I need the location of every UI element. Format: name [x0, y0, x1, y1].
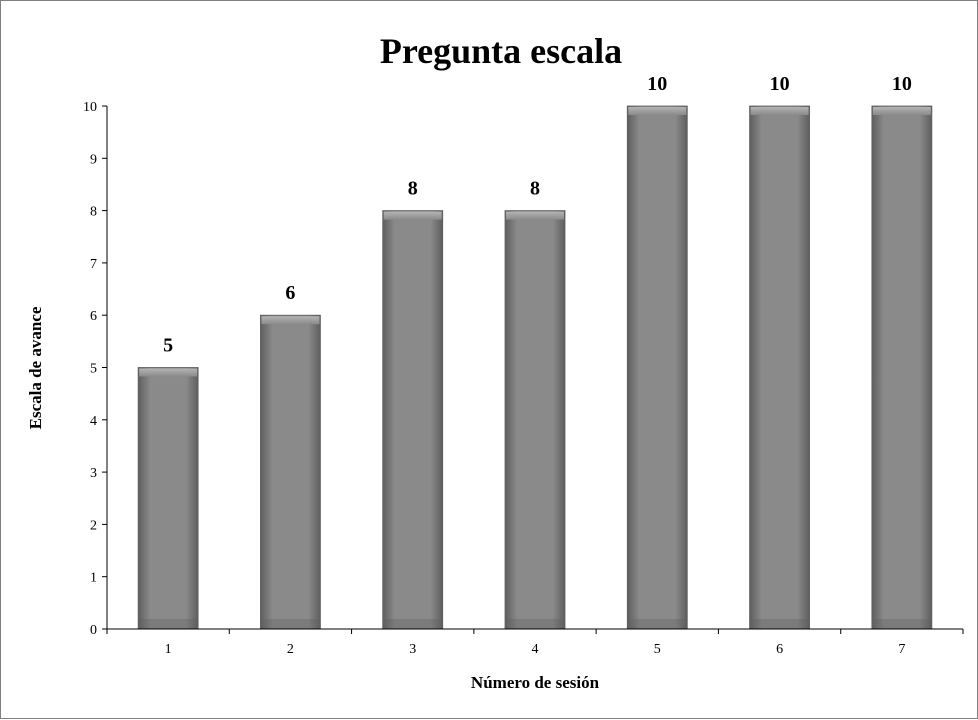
bar-base-shade	[139, 619, 198, 629]
bar-body	[504, 210, 566, 630]
bar-body	[260, 314, 321, 630]
bar-body	[382, 210, 444, 630]
data-label-1: 5	[163, 335, 173, 357]
bar-base-shade	[506, 619, 564, 629]
x-tick-label-6: 6	[776, 642, 783, 657]
bar-base-shade	[872, 619, 931, 629]
bar-body	[137, 367, 199, 630]
y-tick-label-8: 8	[90, 205, 97, 220]
data-label-6: 10	[770, 73, 790, 95]
bar-cap	[628, 107, 687, 115]
data-label-2: 6	[285, 282, 295, 304]
y-tick-label-4: 4	[90, 414, 97, 429]
bar-cap	[750, 107, 809, 115]
x-tick-label-7: 7	[898, 642, 905, 657]
y-tick-label-9: 9	[90, 152, 97, 167]
data-label-3: 8	[408, 178, 418, 200]
bar-cap	[261, 316, 320, 325]
bar-cap	[872, 107, 931, 115]
data-label-4: 8	[530, 178, 540, 200]
y-tick-label-7: 7	[90, 257, 97, 272]
bar-base-shade	[261, 619, 320, 629]
x-tick-label-2: 2	[287, 642, 294, 657]
bar-5	[626, 105, 688, 630]
bar-body	[871, 105, 933, 630]
bar-cap	[139, 368, 198, 377]
x-axis-label: Número de sesión	[471, 673, 600, 692]
bar-base-shade	[383, 619, 442, 629]
y-tick-label-1: 1	[90, 571, 97, 586]
y-tick-label-0: 0	[90, 623, 97, 638]
bar-cap	[383, 211, 442, 220]
data-label-7: 10	[892, 73, 912, 95]
axes-layer	[102, 105, 964, 634]
bar-6	[749, 105, 810, 630]
bar-cap	[506, 211, 564, 220]
y-tick-label-10: 10	[83, 100, 97, 115]
y-tick-label-5: 5	[90, 362, 97, 377]
y-tick-label-2: 2	[90, 518, 97, 533]
bar-1	[137, 367, 199, 630]
data-label-5: 10	[647, 73, 667, 95]
bar-base-shade	[628, 619, 687, 629]
x-tick-label-3: 3	[409, 642, 416, 657]
bar-base-shade	[750, 619, 809, 629]
labels-layer: 5 1 6 2 8 3 8 4 10 5 10 6 10 7 0 1 2 3 4 5 6 7 8 9 10	[83, 73, 912, 657]
bars-layer	[137, 105, 933, 630]
y-tick-label-6: 6	[90, 309, 97, 324]
x-tick-label-1: 1	[165, 642, 172, 657]
x-tick-label-5: 5	[654, 642, 661, 657]
y-tick-label-3: 3	[90, 466, 97, 481]
bar-7	[871, 105, 933, 630]
x-tick-label-4: 4	[532, 642, 539, 657]
bar-body	[626, 105, 688, 630]
bar-2	[260, 314, 321, 630]
chart-title: Pregunta escala	[380, 31, 622, 71]
bar-body	[749, 105, 810, 630]
bar-3	[382, 210, 444, 630]
y-axis-label: Escala de avance	[26, 306, 45, 429]
bar-4	[504, 210, 566, 630]
